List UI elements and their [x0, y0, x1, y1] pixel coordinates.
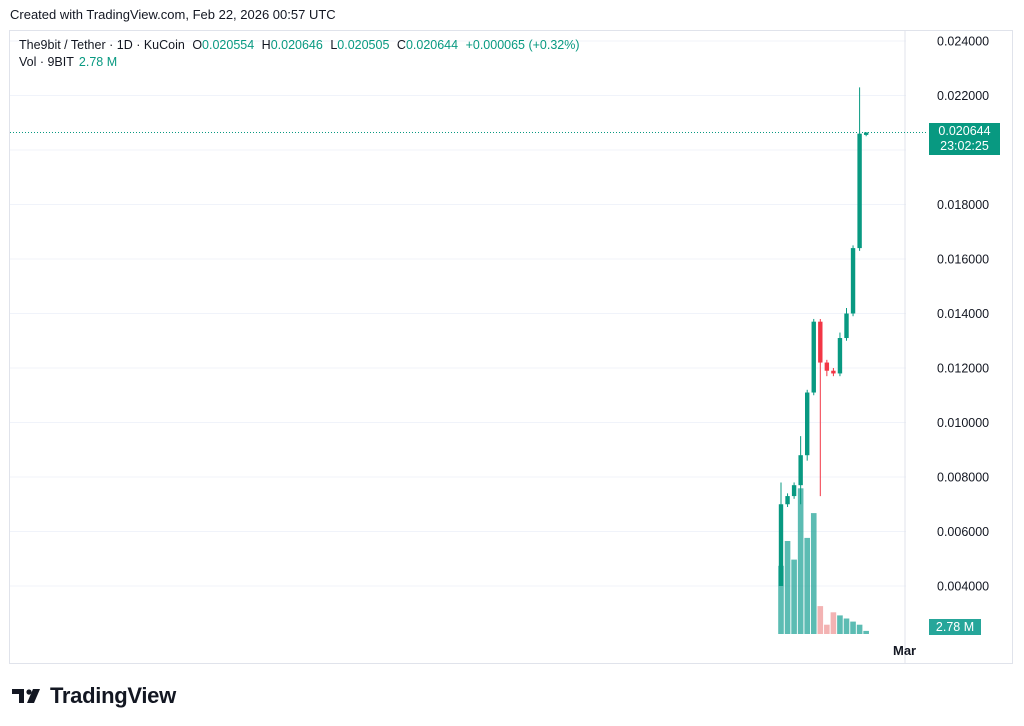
volume-value: 2.78 M: [78, 55, 118, 69]
high-value: 0.020646: [270, 38, 323, 52]
candle-countdown: 23:02:25: [940, 139, 989, 153]
tradingview-logo[interactable]: TradingView: [12, 683, 176, 709]
close-label: C: [396, 38, 406, 52]
candle-body: [824, 362, 830, 371]
candle-body: [857, 133, 862, 249]
volume-bar: [804, 537, 810, 634]
open-label: O: [192, 38, 203, 52]
y-tick-label: 0.018000: [937, 198, 989, 212]
candle-body: [831, 370, 836, 374]
x-tick-label: Mar: [893, 643, 917, 658]
volume-legend: Vol · 9BIT 2.78 M: [19, 55, 117, 69]
volume-bar: [850, 621, 856, 634]
tradingview-logo-icon: [12, 689, 40, 703]
y-tick-label: 0.016000: [937, 253, 989, 267]
volume-bar: [797, 488, 804, 634]
volume-bar: [810, 513, 817, 634]
candle-body: [798, 455, 803, 486]
volume-bar: [791, 559, 797, 634]
y-tick-label: 0.008000: [937, 471, 989, 485]
low-label: L: [330, 38, 338, 52]
candle-body: [805, 392, 810, 456]
ohlc-legend: The9bit / Tether · 1D · KuCoin O0.020554…: [19, 38, 580, 52]
y-tick-label: 0.012000: [937, 362, 989, 376]
volume-label: Vol · 9BIT: [19, 55, 74, 69]
last-price-value: 0.020644: [938, 124, 991, 138]
y-tick-label: 0.024000: [937, 35, 989, 49]
candle-body: [785, 496, 790, 505]
chart-frame: [9, 30, 1013, 664]
volume-tag: 2.78 M: [929, 619, 981, 635]
y-tick-label: 0.004000: [937, 580, 989, 594]
volume-bar: [817, 606, 824, 634]
volume-bar: [863, 630, 869, 634]
last-price-tag: 0.020644 23:02:25: [929, 123, 1000, 155]
volume-bar: [837, 615, 843, 634]
volume-bar: [830, 612, 837, 634]
candle-body: [863, 132, 869, 135]
volume-bar: [843, 618, 850, 634]
y-tick-label: 0.010000: [937, 416, 989, 430]
candle-body: [791, 485, 797, 497]
y-tick-label: 0.006000: [937, 525, 989, 539]
created-with-text: Created with TradingView.com, Feb 22, 20…: [10, 7, 336, 22]
candle-body: [818, 321, 823, 363]
candle-body: [844, 313, 849, 339]
tradingview-logo-text: TradingView: [50, 683, 176, 708]
candle-body: [850, 248, 856, 314]
candle-body: [837, 338, 843, 374]
close-value: 0.020644: [405, 38, 459, 52]
candle-body: [778, 504, 784, 586]
high-label: H: [261, 38, 271, 52]
volume-bar: [824, 624, 830, 634]
symbol-title: The9bit / Tether · 1D · KuCoin: [19, 38, 185, 52]
low-value: 0.020505: [337, 38, 390, 52]
candle-body: [811, 321, 816, 393]
volume-bar: [856, 624, 863, 634]
volume-bar: [778, 565, 784, 634]
open-value: 0.020554: [202, 38, 255, 52]
change-value: +0.000065 (+0.32%): [465, 38, 580, 52]
y-tick-label: 0.014000: [937, 307, 989, 321]
y-tick-label: 0.022000: [937, 89, 989, 103]
volume-bar: [784, 541, 791, 634]
